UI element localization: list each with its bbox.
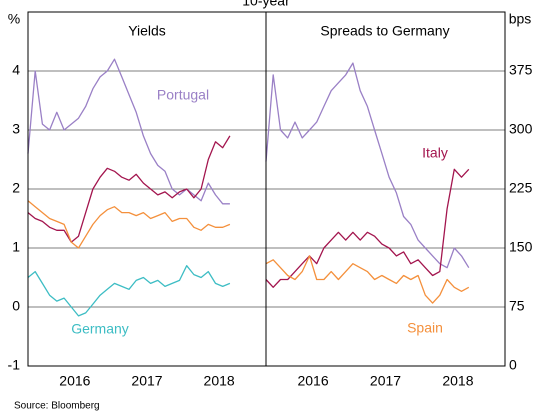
- series-line: [27, 58, 230, 205]
- series-line: [265, 255, 470, 304]
- x-tick-label: 2018: [442, 373, 473, 389]
- series-label: Germany: [71, 321, 129, 337]
- x-tick-label: 2018: [204, 373, 235, 389]
- panel-title: Yields: [128, 23, 166, 39]
- series-label: Portugal: [157, 87, 209, 103]
- y-tick-label: 1: [12, 239, 20, 255]
- x-tick-label: 2017: [131, 373, 162, 389]
- y-tick-label: 3: [12, 121, 20, 137]
- y2-tick-label: 75: [509, 298, 525, 314]
- series-line: [27, 200, 231, 249]
- y2-tick-label: 0: [509, 357, 517, 373]
- panel-title: Spreads to Germany: [320, 23, 449, 39]
- y-tick-label: 0: [12, 298, 20, 314]
- y-axis-unit: %: [8, 11, 20, 27]
- y2-axis-unit: bps: [509, 11, 532, 27]
- series-line: [265, 62, 470, 269]
- y-tick-label: 4: [12, 62, 20, 78]
- series-line: [27, 265, 231, 317]
- y2-tick-label: 375: [509, 62, 533, 78]
- y2-tick-label: 150: [509, 239, 533, 255]
- series-label: Italy: [422, 145, 448, 161]
- x-tick-label: 2016: [297, 373, 328, 389]
- series-line: [27, 135, 231, 243]
- y2-tick-label: 225: [509, 180, 533, 196]
- x-tick-label: 2017: [370, 373, 401, 389]
- y-tick-label: 2: [12, 180, 20, 196]
- y-tick-label: -1: [8, 357, 21, 373]
- y2-tick-label: 300: [509, 121, 533, 137]
- series-label: Spain: [407, 320, 443, 336]
- x-tick-label: 2016: [59, 373, 90, 389]
- source-note: Source: Bloomberg: [14, 401, 100, 412]
- chart-title: 10-year: [242, 0, 290, 9]
- series-line: [265, 168, 470, 288]
